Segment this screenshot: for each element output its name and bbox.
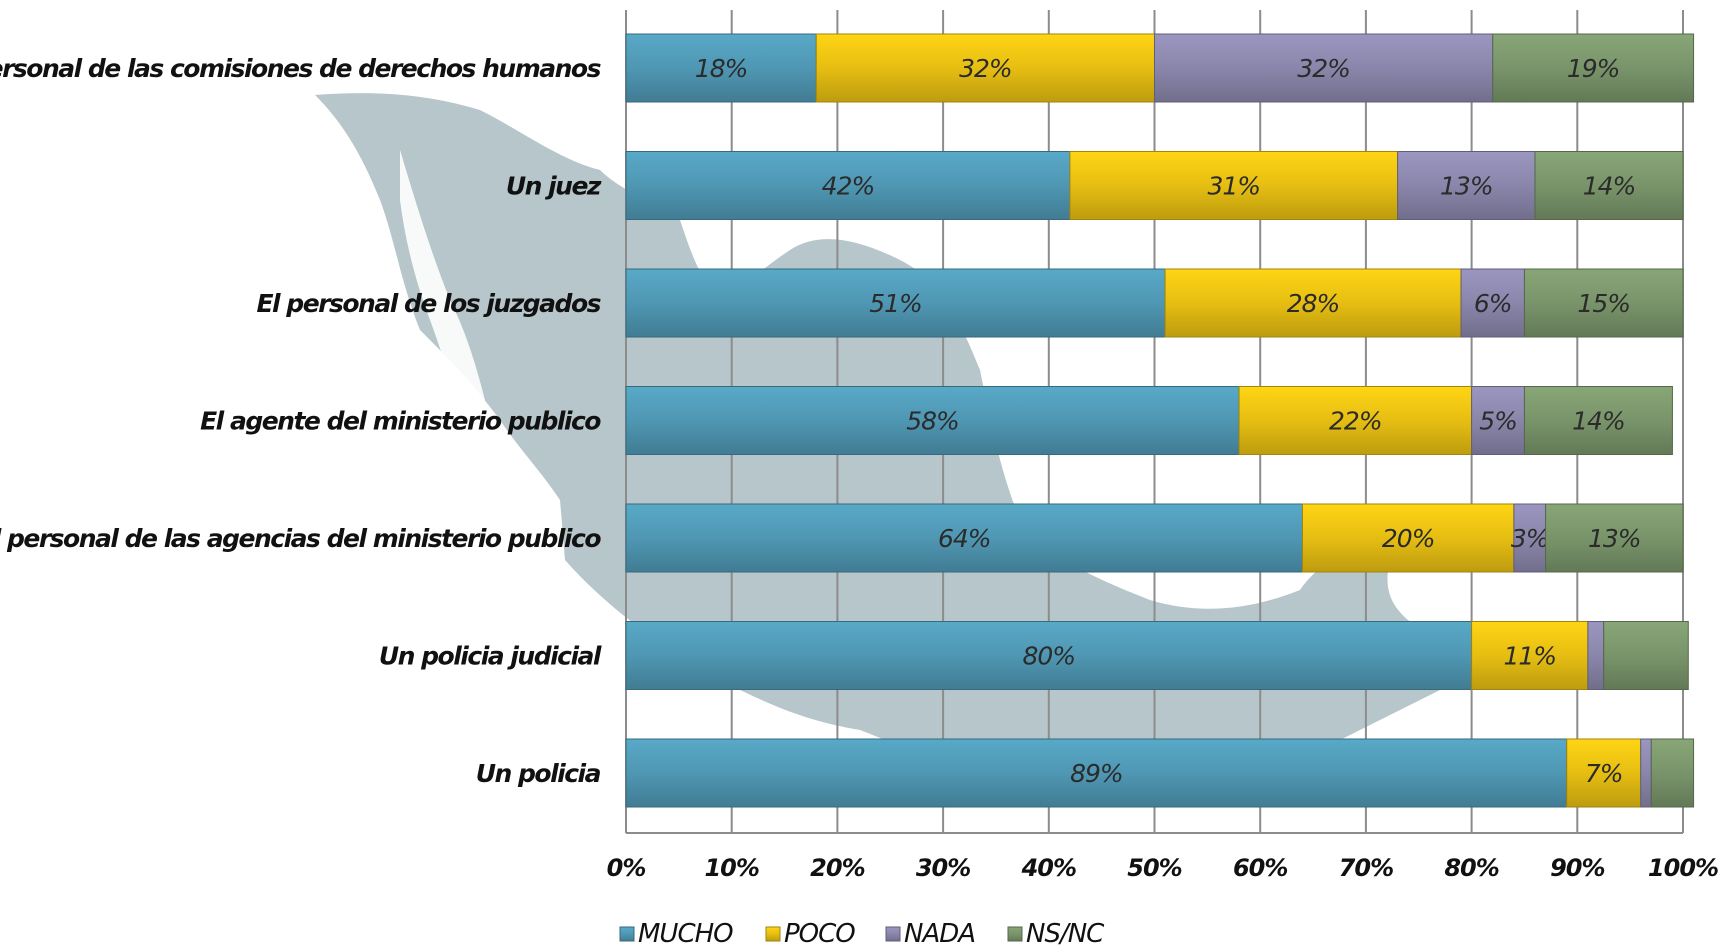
bar-ns-nc: [1523, 268, 1684, 338]
data-label: 32%: [1297, 54, 1350, 83]
legend-label: NADA: [904, 919, 975, 946]
data-label: 19%: [1567, 54, 1620, 83]
bar-ns-nc: [1523, 386, 1673, 455]
x-tick-label: 50%: [1127, 854, 1181, 882]
data-label: 20%: [1382, 524, 1435, 553]
bar-mucho: [625, 738, 1568, 808]
data-label: 15%: [1577, 289, 1630, 318]
x-tick-label: 40%: [1021, 854, 1076, 882]
x-tick-label: 100%: [1648, 854, 1718, 882]
legend-label: POCO: [784, 919, 855, 946]
legend-swatch: [885, 926, 901, 942]
legend-swatch: [765, 926, 781, 942]
category-label: Un policia judicial: [379, 642, 602, 671]
data-label: 5%: [1479, 407, 1517, 436]
legend-swatch: [1007, 926, 1023, 942]
bar-mucho: [625, 503, 1303, 573]
category-label: Un juez: [506, 172, 602, 201]
bar-nada: [1513, 503, 1547, 573]
data-label: 42%: [822, 172, 875, 201]
bar-poco: [1301, 503, 1515, 573]
bar-poco: [1164, 268, 1462, 338]
x-tick-label: 30%: [916, 854, 970, 882]
data-label: 64%: [938, 524, 991, 553]
x-tick-label: 80%: [1444, 854, 1498, 882]
x-axis-ticks: 0% 10% 20% 30% 40% 50% 60% 70% 80% 90% 100%: [607, 854, 1719, 882]
x-tick-label: 70%: [1339, 854, 1393, 882]
category-label: Personal de las comisiones de derechos h…: [0, 54, 601, 83]
bar-ns-nc: [1545, 503, 1684, 573]
x-tick-label: 90%: [1550, 854, 1604, 882]
category-label: Un policia: [476, 759, 601, 788]
bar-poco: [1238, 386, 1473, 455]
bar-poco: [1069, 151, 1399, 220]
x-tick-label: 60%: [1233, 854, 1287, 882]
bar-poco: [815, 33, 1155, 103]
bar-ns-nc: [1534, 151, 1684, 220]
category-label: El personal de los juzgados: [256, 289, 600, 318]
bar-ns-nc: [1492, 33, 1695, 103]
bar-mucho: [625, 621, 1473, 690]
gridlines: [625, 10, 1684, 834]
data-label: 89%: [1070, 759, 1123, 788]
bar-mucho: [625, 151, 1071, 220]
bar-nada: [1587, 621, 1605, 690]
bar-nada: [1460, 268, 1525, 338]
legend-label: MUCHO: [638, 919, 733, 946]
data-label: 3%: [1511, 524, 1549, 553]
bar-nada: [1397, 151, 1536, 220]
bar-nada: [1154, 33, 1494, 103]
bar-mucho: [625, 33, 817, 103]
legend: MUCHO POCO NADA NS/NC: [619, 919, 1106, 946]
data-label: 14%: [1572, 407, 1625, 436]
data-label: 13%: [1588, 524, 1641, 553]
data-label: 31%: [1207, 172, 1260, 201]
x-tick-label: 20%: [810, 854, 864, 882]
legend-label: NS/NC: [1026, 919, 1105, 946]
category-labels: Personal de las comisiones de derechos h…: [0, 54, 603, 788]
x-tick-label: 0%: [607, 854, 646, 882]
x-tick-label: 10%: [704, 854, 758, 882]
data-label: 22%: [1329, 407, 1382, 436]
bars: 18% 32% 32% 19% 42% 31% 13% 14% 51% 28% 6% 15% 58% 22…: [625, 33, 1695, 808]
data-label: 51%: [869, 289, 922, 318]
bar-poco: [1566, 738, 1642, 808]
data-label: 32%: [959, 54, 1012, 83]
bar-ns-nc: [1603, 621, 1689, 690]
bar-mucho: [625, 386, 1240, 455]
data-label: 7%: [1585, 759, 1623, 788]
legend-swatch: [619, 926, 635, 942]
data-label: 58%: [906, 407, 959, 436]
data-label: 6%: [1474, 289, 1512, 318]
bar-nada: [1640, 738, 1652, 808]
bar-mucho: [625, 268, 1166, 338]
data-label: 28%: [1287, 289, 1340, 318]
data-label: 13%: [1440, 172, 1493, 201]
category-label: El agente del ministerio publico: [200, 407, 601, 436]
data-label: 14%: [1583, 172, 1636, 201]
data-label: 11%: [1503, 642, 1556, 671]
bar-ns-nc: [1650, 738, 1695, 808]
data-label: 18%: [695, 54, 748, 83]
data-label: 80%: [1023, 642, 1076, 671]
category-label: El personal de las agencias del minister…: [0, 524, 601, 553]
